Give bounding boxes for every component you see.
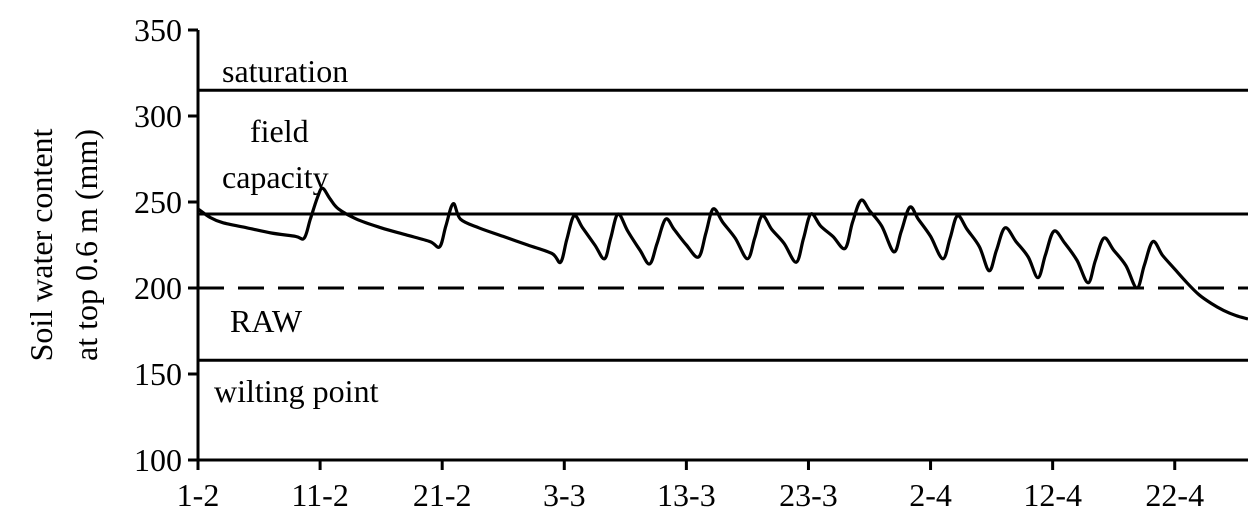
- y-tick-label-350: 350: [134, 12, 182, 48]
- x-tick-label-2-4: 2-4: [909, 477, 952, 513]
- series-layer: [197, 186, 1248, 321]
- y-tick-label-300: 300: [134, 98, 182, 134]
- x-tick-label-3-3: 3-3: [543, 477, 586, 513]
- y-tick-label-250: 250: [134, 184, 182, 220]
- y-tick-label-200: 200: [134, 270, 182, 306]
- soil-water-series-line: [197, 186, 1248, 321]
- field-capacity-label-line1: field: [250, 113, 309, 149]
- field-capacity-label-line2: capacity: [222, 159, 329, 195]
- x-tick-label-22-4: 22-4: [1145, 477, 1204, 513]
- y-axis-title-line1: Soil water content: [23, 128, 59, 361]
- x-tick-label-21-2: 21-2: [413, 477, 472, 513]
- x-tick-label-11-2: 11-2: [291, 477, 348, 513]
- y-tick-label-150: 150: [134, 356, 182, 392]
- raw-label: RAW: [230, 303, 303, 339]
- x-tick-label-23-3: 23-3: [779, 477, 838, 513]
- y-axis-title: Soil water content at top 0.6 m (mm): [23, 128, 104, 361]
- reference-lines: [198, 88, 1248, 362]
- axes: 100 150 200 250 300 350 1-2 11-2 21-2 3-3 13-3 23-3…: [134, 12, 1248, 513]
- saturation-label: saturation: [222, 53, 348, 89]
- x-tick-label-13-3: 13-3: [657, 477, 716, 513]
- y-axis-title-line2: at top 0.6 m (mm): [68, 129, 104, 361]
- reference-line-labels: saturation field capacity RAW wilting po…: [214, 53, 379, 409]
- y-tick-label-100: 100: [134, 442, 182, 478]
- x-tick-label-12-4: 12-4: [1023, 477, 1082, 513]
- x-tick-label-1-2: 1-2: [177, 477, 220, 513]
- wilting-point-label: wilting point: [214, 373, 379, 409]
